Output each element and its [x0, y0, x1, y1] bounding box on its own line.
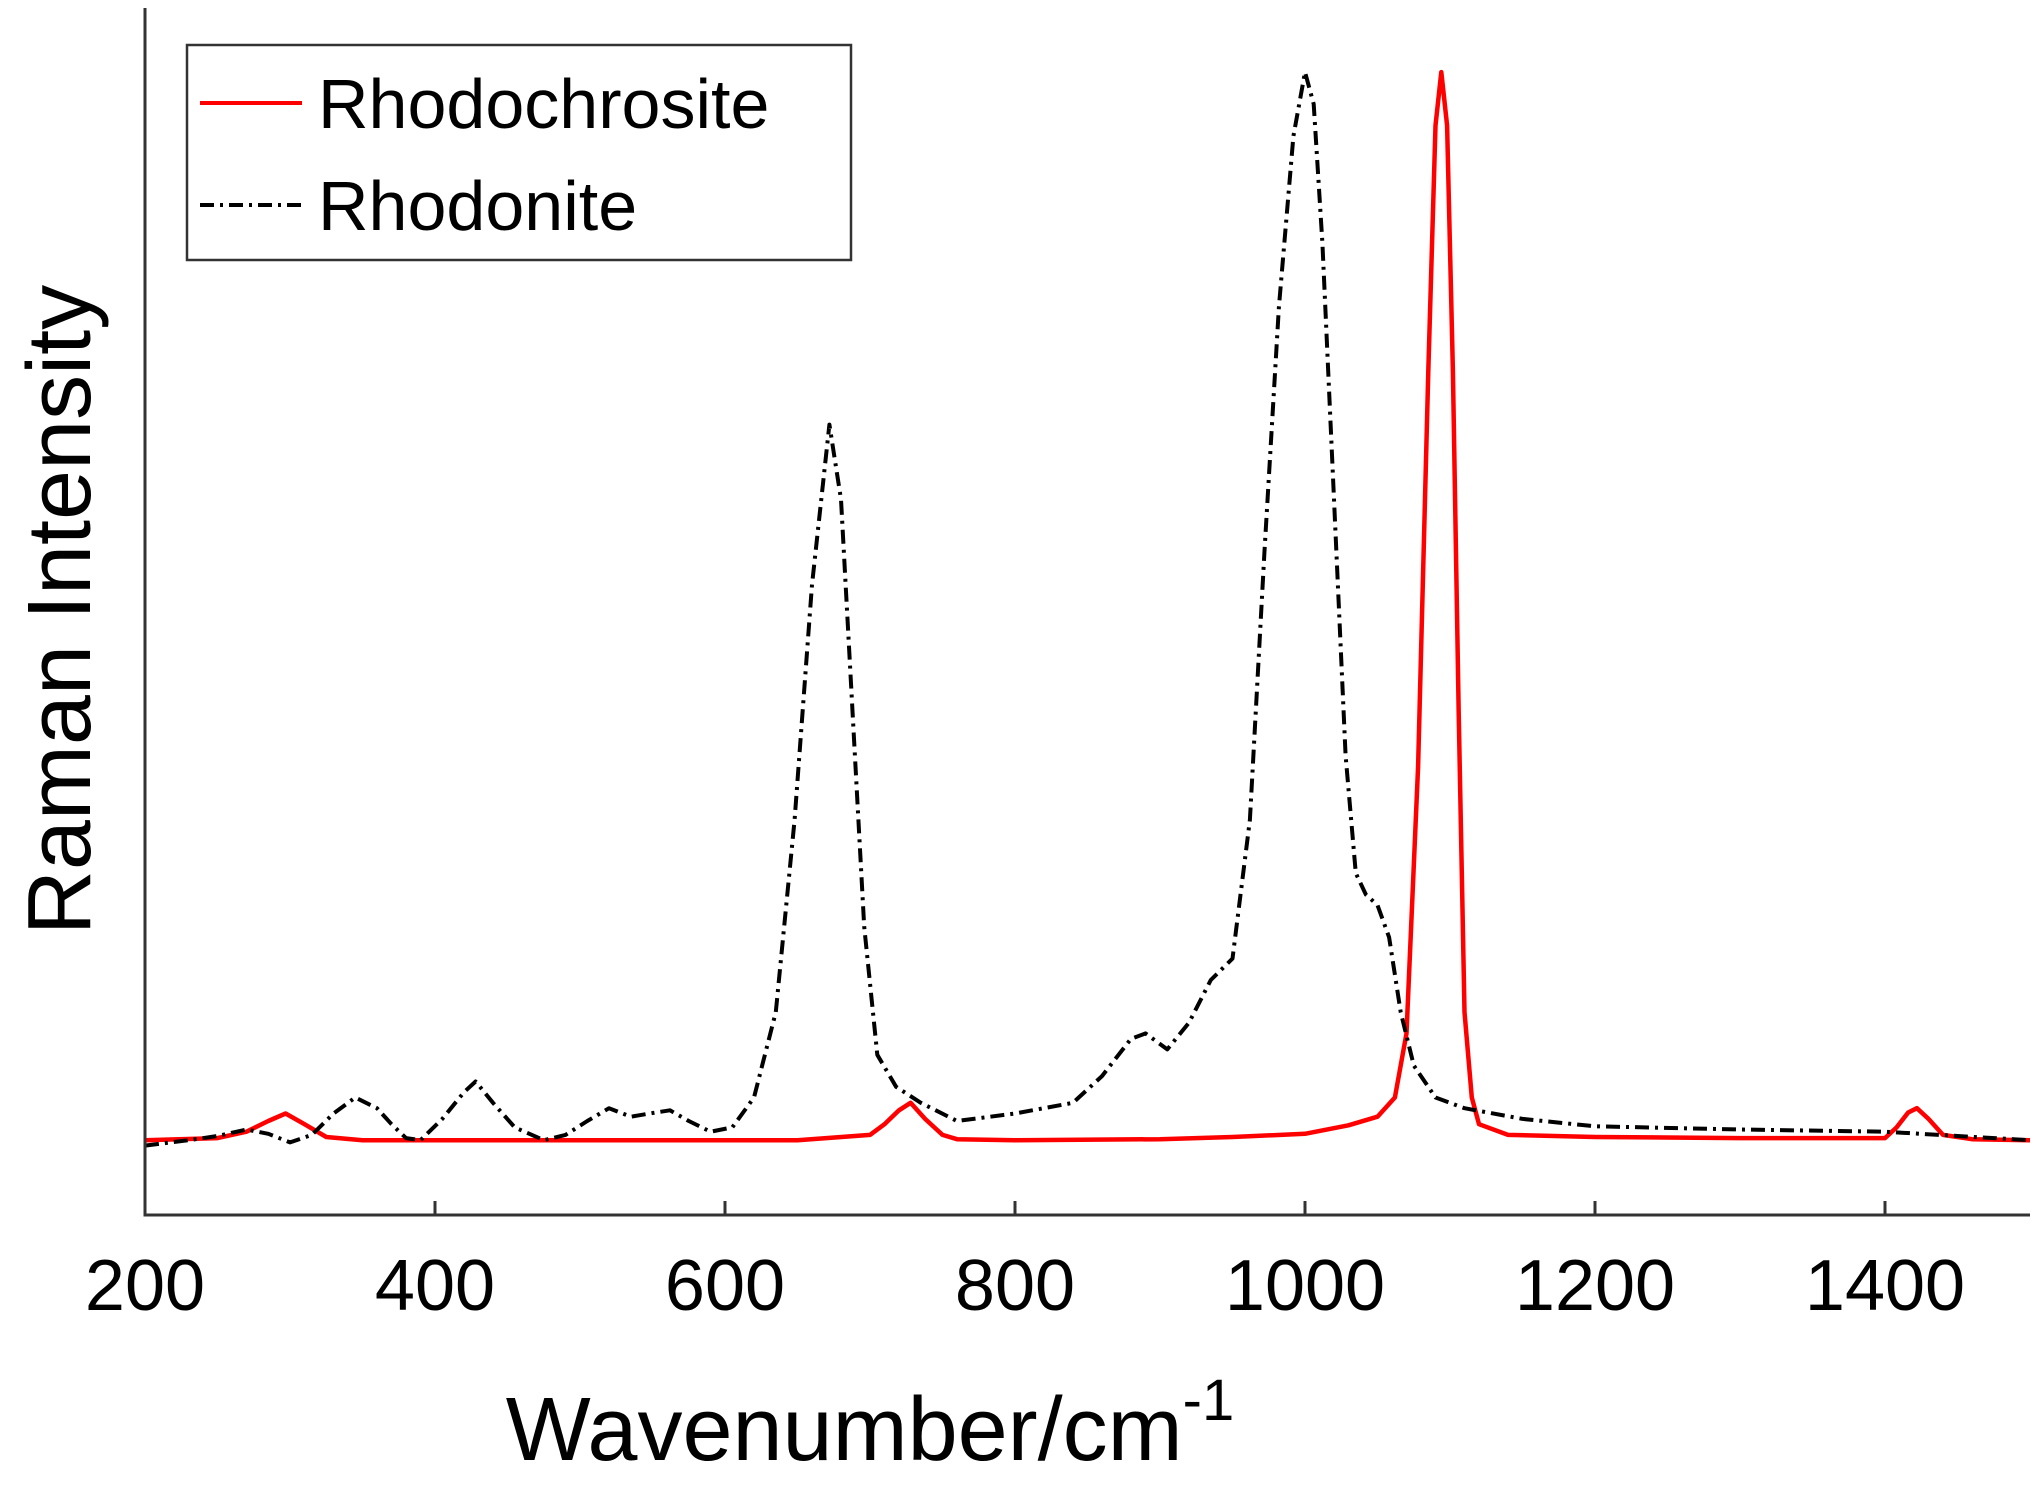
x-tick-label: 1400: [1805, 1246, 1965, 1326]
series-layer: [144, 69, 2031, 1148]
x-tick-label: 400: [375, 1246, 495, 1326]
x-tick-label: 1000: [1225, 1246, 1385, 1326]
x-axis-title-superscript: -1: [1183, 1368, 1235, 1433]
x-tick-label: 800: [955, 1246, 1075, 1326]
legend-label-rhodochrosite: Rhodochrosite: [318, 65, 769, 143]
x-tick-label: 600: [665, 1246, 785, 1326]
legend: Rhodochrosite Rhodonite: [185, 43, 853, 262]
x-tick-label: 1200: [1515, 1246, 1675, 1326]
legend-box: [185, 43, 853, 262]
y-axis-title: Raman Intensity: [10, 285, 110, 935]
legend-label-rhodonite: Rhodonite: [318, 167, 637, 245]
x-tick-label: 200: [85, 1246, 205, 1326]
x-axis-ticks: 200 400 600 800 1000 1200 1400: [85, 1201, 1965, 1326]
x-axis-title: Wavenumber/cm-1: [506, 1368, 1234, 1480]
series-line-rhodochrosite: [144, 69, 2031, 1143]
